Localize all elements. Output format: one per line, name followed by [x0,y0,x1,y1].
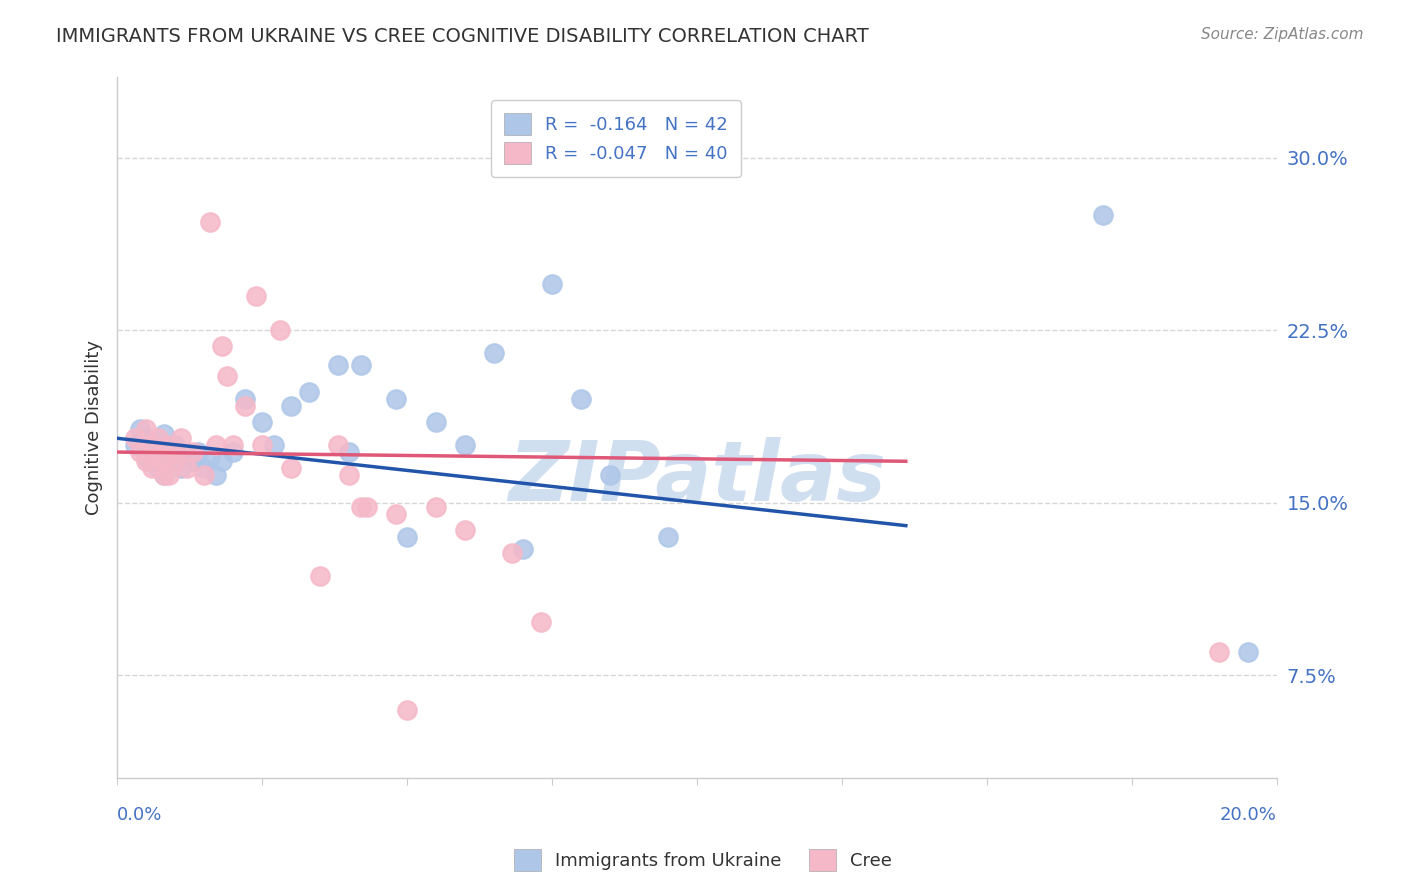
Point [146,431,169,445]
Point [141,438,163,452]
Point [141,438,163,452]
Point [396,530,419,544]
Point [250,438,273,452]
Point [217,369,239,384]
Point [204,438,226,452]
Point [569,392,592,407]
Point [135,454,157,468]
Point [1208,645,1230,659]
Point [541,277,564,292]
Point [146,450,169,464]
Point [181,454,204,468]
Point [657,530,679,544]
Point [337,445,360,459]
Text: ZIPatlas: ZIPatlas [508,436,886,517]
Point [280,461,302,475]
Point [454,523,477,537]
Point [146,461,169,475]
Point [501,546,523,560]
Point [157,445,180,459]
Point [309,569,332,583]
Legend: Immigrants from Ukraine, Cree: Immigrants from Ukraine, Cree [506,842,900,879]
Point [129,445,152,459]
Legend: R =  -0.164   N = 42, R =  -0.047   N = 40: R = -0.164 N = 42, R = -0.047 N = 40 [491,101,741,177]
Point [157,438,180,452]
Point [233,399,256,413]
Point [211,339,233,353]
Point [165,438,187,452]
Point [181,445,204,459]
Point [512,541,534,556]
Point [193,468,215,483]
Point [337,468,360,483]
Point [141,454,163,468]
Point [222,445,245,459]
Point [198,450,221,464]
Point [135,431,157,445]
Point [280,399,302,413]
Point [129,422,152,436]
Point [529,615,551,629]
Point [187,445,209,459]
Point [599,468,621,483]
Point [250,415,273,429]
Point [211,454,233,468]
Point [176,461,198,475]
Point [482,346,505,360]
Point [176,450,198,464]
Point [124,431,146,445]
Point [198,215,221,229]
Point [356,500,378,515]
Point [454,438,477,452]
Text: 0.0%: 0.0% [117,806,163,824]
Point [135,450,157,464]
Point [326,358,349,372]
Point [204,468,226,483]
Point [1237,645,1260,659]
Point [269,323,291,337]
Point [141,461,163,475]
Point [170,431,193,445]
Point [146,445,169,459]
Point [350,500,373,515]
Point [425,500,447,515]
Y-axis label: Cognitive Disability: Cognitive Disability [86,341,103,516]
Point [384,507,406,521]
Point [152,426,174,441]
Text: IMMIGRANTS FROM UKRAINE VS CREE COGNITIVE DISABILITY CORRELATION CHART: IMMIGRANTS FROM UKRAINE VS CREE COGNITIV… [56,27,869,45]
Point [152,468,174,483]
Point [170,461,193,475]
Point [233,392,256,407]
Point [135,422,157,436]
Point [396,702,419,716]
Point [297,385,319,400]
Point [1091,208,1114,222]
Point [152,468,174,483]
Point [157,468,180,483]
Point [165,454,187,468]
Point [245,289,267,303]
Point [165,454,187,468]
Point [222,438,245,452]
Point [263,438,285,452]
Point [425,415,447,429]
Point [165,445,187,459]
Point [124,438,146,452]
Point [193,461,215,475]
Point [152,454,174,468]
Text: 20.0%: 20.0% [1220,806,1277,824]
Point [326,438,349,452]
Point [384,392,406,407]
Text: Source: ZipAtlas.com: Source: ZipAtlas.com [1201,27,1364,42]
Point [350,358,373,372]
